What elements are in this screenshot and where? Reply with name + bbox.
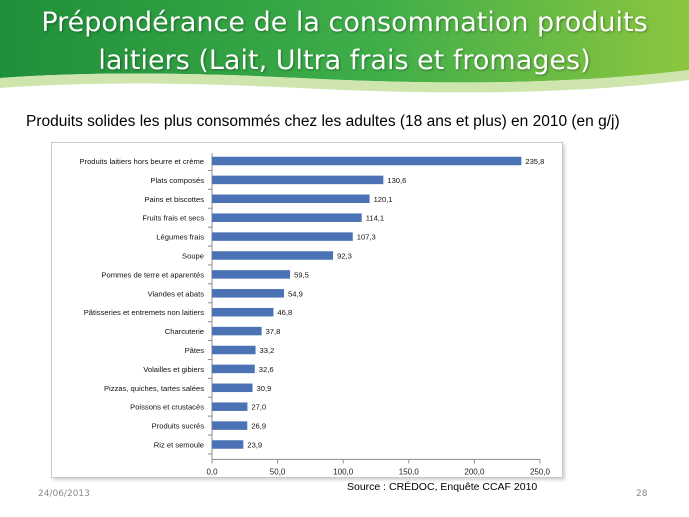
category-label: Soupe	[182, 252, 204, 261]
chart-frame: 0,0 50,0 100,0 150,0 200,0 250,0 Produits lai…	[51, 142, 563, 478]
x-tick-label: 100,0	[333, 467, 354, 476]
value-label: 235,8	[525, 157, 544, 166]
bar	[212, 251, 334, 260]
category-label: Charcuterie	[165, 327, 204, 336]
category-label: Légumes frais	[156, 233, 204, 242]
chart-title: Produits solides les plus consommés chez…	[26, 113, 620, 130]
value-label: 33,2	[260, 346, 275, 355]
bar	[212, 232, 353, 241]
value-label: 27,0	[251, 403, 266, 412]
value-label: 37,8	[266, 327, 281, 336]
bar	[212, 345, 256, 355]
value-label: 130,6	[387, 176, 406, 185]
bar	[212, 402, 248, 411]
category-label: Pizzas, quiches, tartes salées	[104, 384, 204, 393]
value-label: 107,3	[357, 233, 376, 242]
slide-title-line-1: Prépondérance de la consommation produit…	[41, 7, 648, 38]
slide-title-line-2: laitiers (Lait, Ultra frais et fromages)	[98, 45, 591, 76]
x-tick-label: 150,0	[399, 467, 420, 476]
value-label: 26,9	[251, 422, 266, 431]
bar	[212, 194, 370, 204]
chart-source: Source : CRÉDOC, Enquête CCAF 2010	[347, 481, 538, 493]
bar	[212, 175, 384, 185]
value-label: 30,9	[257, 384, 272, 393]
bar-chart: 0,0 50,0 100,0 150,0 200,0 250,0 Produits lai…	[79, 153, 551, 476]
bar	[212, 421, 248, 430]
bar	[212, 307, 274, 317]
category-label: Pâtisseries et entremets non laitiers	[84, 308, 204, 317]
category-label: Pâtes	[185, 346, 205, 355]
bar	[212, 213, 362, 222]
bar	[212, 383, 253, 393]
bar	[212, 364, 255, 374]
x-tick-label: 250,0	[530, 467, 551, 476]
value-label: 120,1	[374, 195, 393, 204]
category-label: Poissons et crustacés	[130, 403, 204, 412]
bar	[212, 270, 291, 279]
value-label: 114,1	[366, 214, 384, 223]
value-label: 92,3	[337, 252, 352, 261]
category-label: Riz et semoule	[154, 441, 204, 450]
value-label: 23,9	[247, 441, 262, 450]
category-label: Fruits frais et secs	[142, 214, 204, 223]
bar	[212, 289, 285, 298]
footer-date: 24/06/2013	[38, 489, 90, 499]
slide-title: Prépondérance de la consommation produit…	[0, 4, 689, 80]
value-label: 54,9	[288, 289, 303, 298]
category-label: Produits laitiers hors beurre et crème	[79, 157, 204, 166]
bar	[212, 156, 522, 166]
bar	[212, 326, 262, 336]
category-label: Viandes et abats	[148, 289, 205, 298]
category-label: Pains et biscottes	[144, 195, 204, 204]
bars: Produits laitiers hors beurre et crème 23…	[79, 156, 544, 450]
x-tick-label: 50,0	[270, 467, 286, 476]
category-label: Pommes de terre et aparentés	[101, 270, 204, 279]
category-label: Produits sucrés	[152, 422, 205, 431]
footer-page-number: 28	[636, 489, 648, 499]
bar	[212, 440, 244, 449]
category-label: Volailles et gibiers	[143, 365, 204, 374]
value-label: 46,8	[277, 308, 292, 317]
value-label: 59,5	[294, 270, 309, 279]
x-tick-label: 0,0	[206, 467, 218, 476]
header-banner	[0, 0, 689, 93]
value-label: 32,6	[259, 365, 274, 374]
x-axis: 0,0 50,0 100,0 150,0 200,0 250,0	[206, 153, 551, 476]
x-tick-label: 200,0	[464, 467, 485, 476]
category-label: Plats composés	[150, 176, 204, 185]
